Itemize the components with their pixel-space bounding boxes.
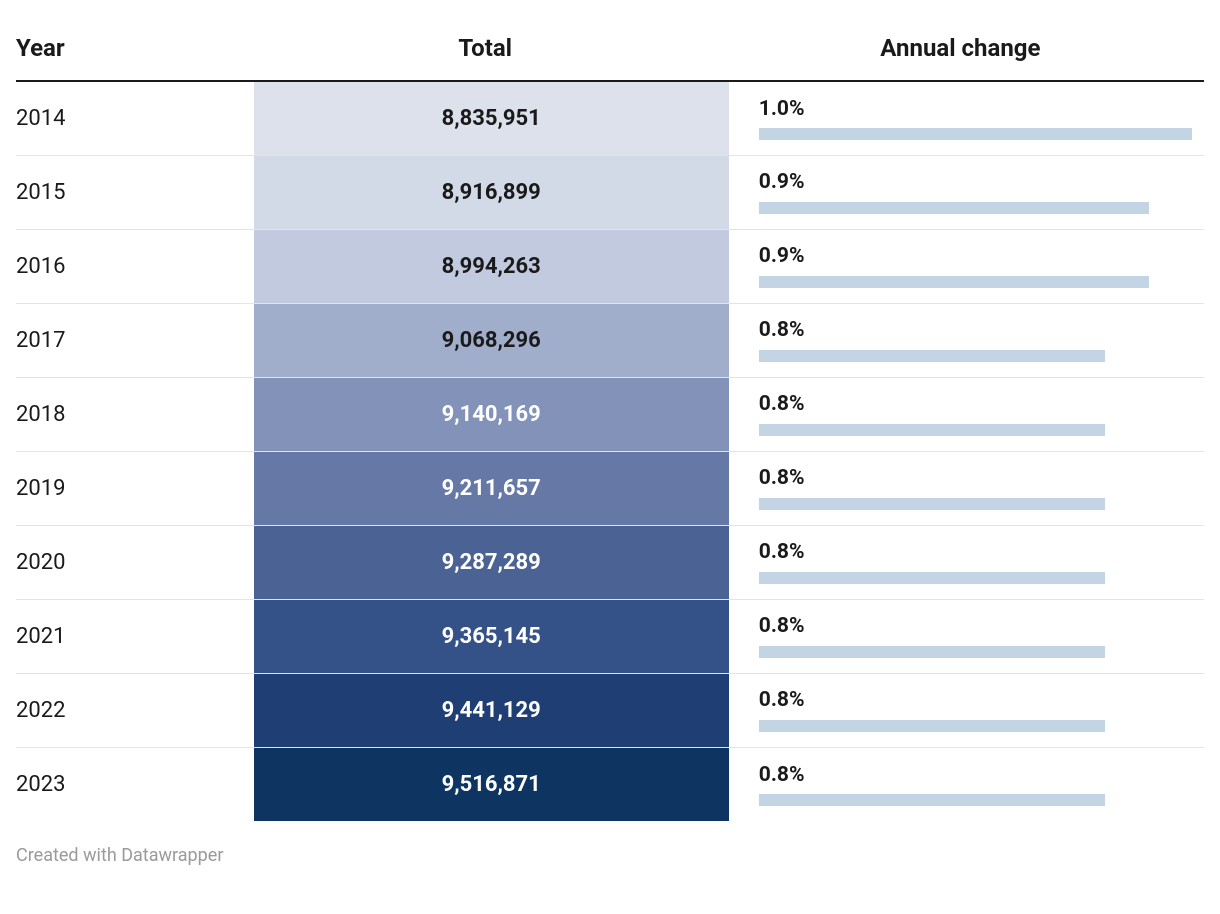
table-row: 20229,441,129 0.8%: [16, 673, 1204, 747]
change-bar-fill: [759, 572, 1106, 584]
change-pct-label: 0.8%: [759, 466, 1192, 491]
year-cell: 2019: [16, 451, 254, 525]
col-header-year: Year: [16, 16, 254, 81]
change-bar: [759, 202, 1192, 214]
change-pct-label: 0.8%: [759, 392, 1192, 417]
change-bar: [759, 498, 1192, 510]
total-cell: 9,140,169: [254, 377, 729, 451]
change-pct-label: 0.8%: [759, 540, 1192, 565]
total-cell: 9,211,657: [254, 451, 729, 525]
total-cell: 9,516,871: [254, 747, 729, 821]
year-cell: 2021: [16, 599, 254, 673]
table-row: 20179,068,296 0.8%: [16, 303, 1204, 377]
change-pct-label: 0.9%: [759, 170, 1192, 195]
change-bar: [759, 720, 1192, 732]
col-header-change: Annual change: [729, 16, 1204, 81]
year-cell: 2017: [16, 303, 254, 377]
change-bar: [759, 646, 1192, 658]
total-cell: 9,441,129: [254, 673, 729, 747]
year-cell: 2015: [16, 155, 254, 229]
table-row: 20189,140,169 0.8%: [16, 377, 1204, 451]
change-bar-fill: [759, 424, 1106, 436]
year-cell: 2018: [16, 377, 254, 451]
table-row: 20199,211,657 0.8%: [16, 451, 1204, 525]
change-pct-label: 0.9%: [759, 244, 1192, 269]
total-cell: 9,068,296: [254, 303, 729, 377]
footer-credit: Created with Datawrapper: [16, 845, 1204, 866]
change-cell: 0.8%: [729, 747, 1204, 821]
change-pct-label: 0.8%: [759, 688, 1192, 713]
change-pct-label: 1.0%: [759, 97, 1192, 122]
change-bar: [759, 350, 1192, 362]
change-pct-label: 0.8%: [759, 763, 1192, 788]
year-cell: 2016: [16, 229, 254, 303]
table-row: 20158,916,899 0.9%: [16, 155, 1204, 229]
change-cell: 1.0%: [729, 81, 1204, 155]
table-row: 20148,835,951 1.0%: [16, 81, 1204, 155]
change-cell: 0.8%: [729, 303, 1204, 377]
total-cell: 8,916,899: [254, 155, 729, 229]
change-cell: 0.9%: [729, 155, 1204, 229]
change-cell: 0.8%: [729, 673, 1204, 747]
table-header-row: Year Total Annual change: [16, 16, 1204, 81]
change-bar-fill: [759, 794, 1106, 806]
total-cell: 8,835,951: [254, 81, 729, 155]
change-cell: 0.9%: [729, 229, 1204, 303]
change-bar: [759, 424, 1192, 436]
change-bar: [759, 794, 1192, 806]
total-cell: 9,365,145: [254, 599, 729, 673]
change-bar: [759, 276, 1192, 288]
year-cell: 2022: [16, 673, 254, 747]
total-cell: 8,994,263: [254, 229, 729, 303]
table-row: 20219,365,145 0.8%: [16, 599, 1204, 673]
year-cell: 2014: [16, 81, 254, 155]
change-bar: [759, 128, 1192, 140]
col-header-total: Total: [254, 16, 729, 81]
change-cell: 0.8%: [729, 377, 1204, 451]
change-cell: 0.8%: [729, 599, 1204, 673]
table-body: 20148,835,9511.0%20158,916,8990.9%20168,…: [16, 81, 1204, 821]
change-bar-fill: [759, 646, 1106, 658]
change-bar-fill: [759, 350, 1106, 362]
year-cell: 2023: [16, 747, 254, 821]
total-cell: 9,287,289: [254, 525, 729, 599]
change-bar-fill: [759, 128, 1192, 140]
change-bar-fill: [759, 720, 1106, 732]
table-row: 20209,287,289 0.8%: [16, 525, 1204, 599]
change-pct-label: 0.8%: [759, 614, 1192, 639]
change-bar-fill: [759, 498, 1106, 510]
change-bar: [759, 572, 1192, 584]
table-row: 20168,994,263 0.9%: [16, 229, 1204, 303]
change-cell: 0.8%: [729, 451, 1204, 525]
change-cell: 0.8%: [729, 525, 1204, 599]
data-table-container: Year Total Annual change 20148,835,951 1.…: [16, 16, 1204, 821]
change-bar-fill: [759, 202, 1149, 214]
year-cell: 2020: [16, 525, 254, 599]
change-pct-label: 0.8%: [759, 318, 1192, 343]
table-row: 20239,516,871 0.8%: [16, 747, 1204, 821]
change-bar-fill: [759, 276, 1149, 288]
data-table: Year Total Annual change 20148,835,951 1.…: [16, 16, 1204, 821]
